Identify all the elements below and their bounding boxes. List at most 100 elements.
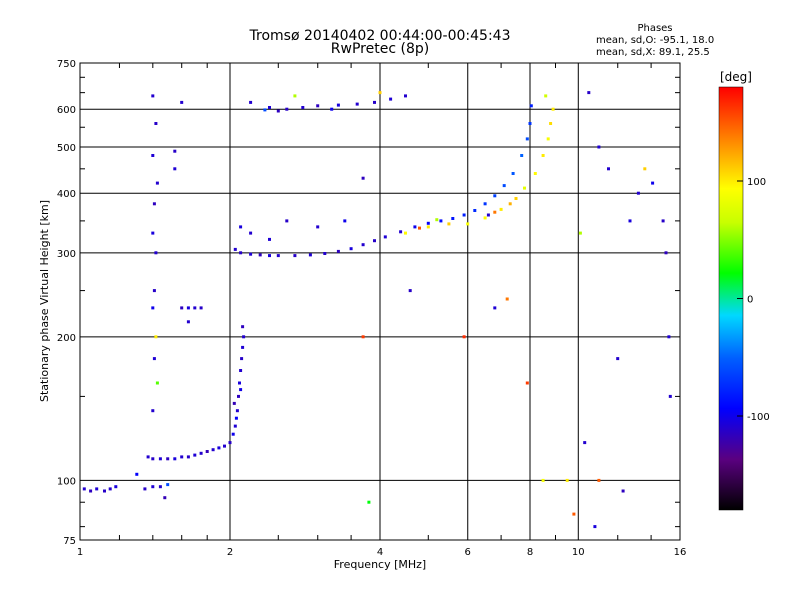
data-point bbox=[238, 381, 241, 385]
data-point bbox=[355, 102, 359, 106]
data-point bbox=[285, 107, 289, 111]
data-point bbox=[389, 97, 393, 101]
data-point bbox=[301, 106, 305, 109]
x-axis-label: Frequency [MHz] bbox=[334, 558, 426, 571]
data-point bbox=[193, 306, 197, 310]
data-point bbox=[336, 249, 340, 253]
data-point bbox=[546, 137, 550, 141]
data-point bbox=[180, 306, 184, 310]
data-point bbox=[525, 381, 529, 385]
data-point bbox=[383, 235, 387, 239]
data-point bbox=[154, 251, 158, 255]
y-tick-label: 75 bbox=[63, 536, 76, 547]
data-point bbox=[276, 254, 280, 258]
data-point bbox=[408, 289, 412, 293]
data-point bbox=[239, 388, 243, 392]
data-point bbox=[565, 478, 569, 482]
data-point bbox=[155, 181, 159, 185]
y-tick-label: 100 bbox=[57, 476, 76, 487]
x-tick-label: 10 bbox=[572, 547, 585, 558]
data-point bbox=[173, 457, 177, 461]
data-point bbox=[668, 394, 672, 398]
data-point bbox=[163, 496, 167, 500]
x-tick-label: 6 bbox=[465, 547, 471, 558]
colorbar-tick-label: 0 bbox=[747, 295, 753, 306]
chart-title: Tromsø 20140402 00:44:00-00:45:43 bbox=[249, 28, 511, 44]
data-point bbox=[551, 107, 555, 111]
data-point bbox=[361, 335, 365, 339]
data-point bbox=[636, 191, 640, 195]
data-point bbox=[493, 306, 497, 310]
data-point bbox=[205, 450, 209, 453]
data-point bbox=[180, 100, 184, 104]
data-point bbox=[228, 441, 232, 445]
data-point bbox=[667, 335, 671, 339]
data-point bbox=[520, 154, 524, 157]
data-point bbox=[199, 451, 203, 455]
data-point bbox=[525, 137, 529, 141]
data-point bbox=[186, 320, 190, 324]
data-point bbox=[193, 453, 197, 457]
data-point bbox=[572, 512, 576, 516]
data-point bbox=[533, 172, 537, 175]
y-tick-label: 400 bbox=[57, 189, 76, 200]
data-point bbox=[114, 485, 118, 489]
data-point bbox=[249, 231, 253, 235]
y-axis-label: Stationary phase Virtual Height [km] bbox=[38, 200, 51, 402]
data-point bbox=[451, 217, 455, 220]
data-point bbox=[135, 472, 139, 476]
data-point bbox=[426, 225, 430, 229]
data-point bbox=[621, 489, 625, 493]
data-point bbox=[89, 489, 93, 493]
data-point bbox=[511, 172, 515, 175]
y-tick-label: 750 bbox=[57, 59, 76, 70]
data-point bbox=[578, 231, 582, 235]
data-point bbox=[462, 213, 466, 217]
data-point bbox=[493, 210, 497, 214]
x-tick-label: 1 bbox=[77, 547, 83, 558]
data-point bbox=[82, 487, 86, 491]
data-point bbox=[583, 441, 587, 445]
y-tick-label: 600 bbox=[57, 105, 76, 116]
data-point bbox=[361, 176, 365, 180]
x-tick-label: 8 bbox=[527, 547, 533, 558]
data-point bbox=[308, 253, 312, 257]
data-point bbox=[447, 222, 451, 226]
data-point bbox=[664, 251, 668, 255]
data-point bbox=[323, 252, 327, 255]
data-point bbox=[336, 103, 340, 107]
data-point bbox=[249, 252, 253, 256]
data-point bbox=[316, 104, 320, 108]
data-point bbox=[233, 247, 237, 251]
data-point bbox=[108, 487, 112, 491]
grid-lines bbox=[80, 63, 680, 540]
data-point bbox=[151, 154, 155, 157]
data-point bbox=[268, 237, 271, 241]
data-point bbox=[152, 202, 156, 206]
data-point bbox=[439, 219, 443, 223]
data-point bbox=[483, 202, 487, 206]
data-point bbox=[643, 167, 647, 171]
data-point bbox=[541, 478, 545, 482]
x-tick-label: 2 bbox=[227, 547, 233, 558]
data-point bbox=[146, 455, 150, 459]
data-point bbox=[349, 247, 353, 251]
colorbar-label: [deg] bbox=[720, 70, 752, 84]
colorbar-tick-label: -100 bbox=[747, 412, 770, 423]
data-point bbox=[514, 197, 518, 200]
data-point bbox=[367, 500, 371, 504]
data-point bbox=[373, 100, 376, 104]
data-point bbox=[143, 487, 147, 491]
axis-ticks: 1 2 4 6 8 10 16 75 100 200 300 400 500 600 750 bbox=[57, 59, 686, 558]
phase-info-x: mean, sd,X: 89.1, 25.5 bbox=[596, 47, 710, 58]
data-point bbox=[232, 401, 236, 405]
data-point bbox=[217, 446, 221, 450]
data-point bbox=[154, 335, 158, 339]
data-point bbox=[233, 424, 237, 428]
y-tick-label: 500 bbox=[57, 143, 76, 154]
data-point bbox=[523, 186, 526, 190]
data-point bbox=[186, 306, 190, 310]
data-point bbox=[180, 455, 184, 459]
data-point bbox=[343, 219, 347, 223]
data-point bbox=[508, 202, 512, 206]
